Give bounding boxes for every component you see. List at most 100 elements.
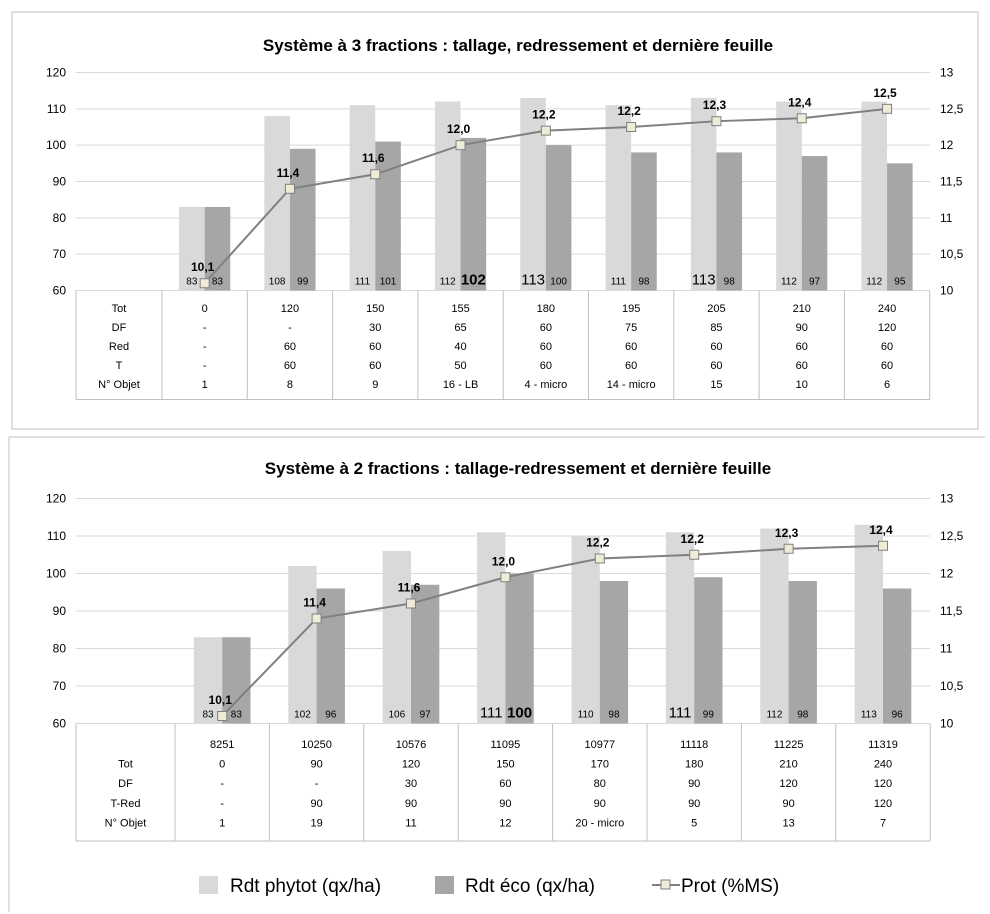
table-cell: - [315,778,319,790]
table-cell: 30 [405,778,417,790]
table-cell: 60 [540,360,552,372]
bar-label-eco: 100 [550,277,567,288]
bar-eco [505,573,534,724]
y2-tick-label: 12 [940,138,954,152]
table-cell: 120 [878,322,896,334]
table-cell: 30 [369,322,381,334]
table-cell: 120 [779,778,797,790]
bar-label-phytot: 110 [578,710,594,721]
table-row-header: N° Objet [98,379,140,391]
y2-tick-label: 10,5 [940,679,964,693]
category-label: 11095 [491,739,521,751]
bar-phytot [665,532,695,724]
y-tick-label: 90 [53,604,67,618]
point-label-prot: 12,0 [447,122,471,136]
bar-label-phytot: 112 [440,277,456,288]
table-cell: 14 - micro [607,379,656,391]
table-cell: - [203,341,207,353]
table-row-header: DF [112,322,127,334]
table-row-header: N° Objet [105,817,147,829]
marker-prot [540,125,551,136]
table-cell: 210 [779,759,797,771]
bar-label-phytot: 112 [781,277,797,288]
bar-eco [801,156,828,291]
table-cell: 7 [880,817,886,829]
y2-tick-label: 10,5 [940,247,964,261]
point-label-prot: 12,3 [775,526,799,540]
bar-phytot [477,532,506,724]
table-cell: 16 - LB [443,379,478,391]
y-tick-label: 70 [53,679,67,693]
table-cell: - [288,322,292,334]
table-cell: 60 [625,360,637,372]
bar-phytot [776,101,802,291]
marker-prot [783,543,794,554]
y2-tick-label: 12 [940,567,954,581]
bar-phytot [349,105,376,291]
marker-prot [311,613,322,624]
bar-phytot [382,551,411,724]
table-cell: 19 [310,817,322,829]
line-prot [221,544,884,717]
category-label: 11319 [868,739,898,751]
point-label-prot: 12,5 [873,86,897,100]
table-cell: 60 [369,360,381,372]
table-cell: 12 [499,817,511,829]
point-label-prot: 11,4 [303,596,326,610]
bar-label-phytot: 102 [294,710,311,721]
y2-tick-label: 13 [940,66,954,80]
y2-tick-label: 11 [940,211,953,225]
legend-marker-prot [660,879,671,890]
bar-label-phytot: 113 [692,272,716,289]
table-cell: 80 [594,778,606,790]
y-tick-label: 120 [46,492,66,506]
bar-label-eco: 101 [380,277,397,288]
y-tick-label: 80 [53,211,67,225]
table-cell: 90 [310,798,322,810]
marker-prot [455,140,466,151]
table-cell: 120 [281,303,299,315]
bar-label-phytot: 112 [866,277,882,288]
y2-tick-label: 11 [940,642,953,656]
table-cell: 0 [202,303,208,315]
table-cell: 150 [496,759,514,771]
bar-phytot [760,528,789,724]
bar-label-eco: 99 [703,710,715,721]
table-cell: 13 [782,817,794,829]
y-tick-label: 110 [47,102,66,116]
y-tick-label: 110 [47,529,66,543]
table-cell: 0 [219,759,225,771]
table-cell: 1 [202,379,208,391]
y-tick-label: 60 [53,717,67,731]
table-cell: 195 [622,303,640,315]
table-cell: 85 [710,322,722,334]
bar-label-phytot: 111 [669,705,692,722]
y2-tick-label: 12,5 [940,529,964,543]
bar-eco [788,581,817,724]
bar-eco [716,152,743,291]
bar-label-phytot: 111 [611,277,627,288]
table-cell: 240 [878,303,896,315]
table-row-header: Tot [112,303,127,315]
bar-label-eco: 98 [797,710,809,721]
table-row-header: DF [118,778,133,790]
table-cell: 60 [881,360,893,372]
category-label: 8251 [210,739,234,751]
bar-phytot [854,524,883,724]
marker-prot [796,113,807,124]
y2-tick-label: 11,5 [940,604,963,618]
bar-label-phytot: 83 [202,710,214,721]
bar-label-eco: 95 [894,277,906,288]
table-cell: 150 [366,303,384,315]
marker-prot [199,278,210,289]
point-label-prot: 12,2 [586,536,610,550]
chart-frame-top [11,11,979,430]
y2-tick-label: 13 [940,492,954,506]
bar-label-eco: 99 [297,277,309,288]
y-tick-label: 120 [46,66,66,80]
table-cell: 1 [219,817,225,829]
bar-eco [545,145,572,291]
y-tick-label: 60 [53,284,67,298]
table-cell: 50 [454,360,466,372]
table-cell: 20 - micro [575,817,624,829]
